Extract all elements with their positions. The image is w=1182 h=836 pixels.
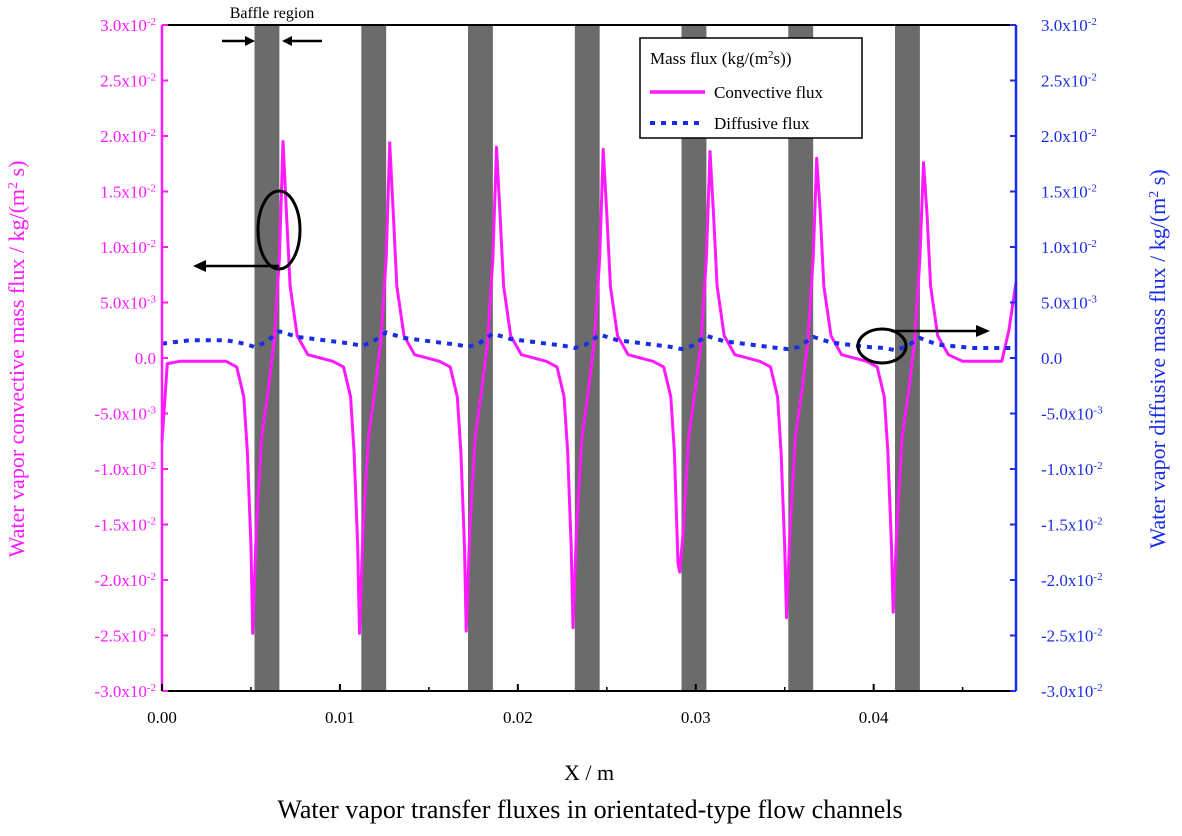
y-left-tick-label-12: -3.0x10-2 bbox=[94, 682, 156, 701]
y-left-tick-label-11: -2.5x10-2 bbox=[94, 627, 156, 646]
x-tick-label-0: 0.00 bbox=[147, 708, 177, 727]
y-right-tick-label-0: 3.0x10-2 bbox=[1041, 16, 1097, 35]
left-indicator-arrowhead bbox=[193, 260, 206, 272]
x-tick-label-2: 0.02 bbox=[503, 708, 533, 727]
y-right-tick-label-1: 2.5x10-2 bbox=[1041, 72, 1097, 91]
baffle-arrowhead-right bbox=[282, 36, 292, 46]
series-convective-line bbox=[160, 140, 1018, 635]
y-right-tick-label-4: 1.0x10-2 bbox=[1041, 238, 1097, 257]
x-tick-label-3: 0.03 bbox=[681, 708, 711, 727]
series-layer bbox=[160, 140, 1018, 635]
legend-label-diffusive: Diffusive flux bbox=[714, 114, 810, 133]
baffle-3 bbox=[468, 25, 493, 691]
y-right-tick-label-7: -5.0x10-3 bbox=[1041, 405, 1103, 424]
y-right-tick-label-12: -3.0x10-2 bbox=[1041, 682, 1103, 701]
y-right-tick-label-8: -1.0x10-2 bbox=[1041, 460, 1103, 479]
y-right-tick-label-9: -1.5x10-2 bbox=[1041, 516, 1103, 535]
chart-caption: Water vapor transfer fluxes in orientate… bbox=[277, 795, 902, 824]
baffle-2 bbox=[361, 25, 387, 691]
x-tick-label-4: 0.04 bbox=[859, 708, 889, 727]
right-axis-indicator bbox=[856, 325, 990, 365]
right-indicator-ellipse bbox=[856, 327, 908, 365]
y-right-tick-label-6: 0.0 bbox=[1041, 349, 1062, 368]
baffle-region-label: Baffle region bbox=[230, 5, 315, 22]
y-left-tick-label-6: 0.0 bbox=[135, 349, 156, 368]
y-left-tick-label-4: 1.0x10-2 bbox=[100, 238, 156, 257]
y-right-tick-label-10: -2.0x10-2 bbox=[1041, 571, 1103, 590]
baffle-region-annotation: Baffle region bbox=[222, 5, 322, 46]
y-right-tick-label-11: -2.5x10-2 bbox=[1041, 627, 1103, 646]
baffle-arrowhead-left bbox=[245, 36, 255, 46]
y-left-tick-label-9: -1.5x10-2 bbox=[94, 516, 156, 535]
y-right-tick-label-5: 5.0x10-3 bbox=[1041, 294, 1097, 313]
y-right-tick-label-2: 2.0x10-2 bbox=[1041, 127, 1097, 146]
y-left-tick-label-8: -1.0x10-2 bbox=[94, 460, 156, 479]
baffles-layer bbox=[254, 25, 920, 691]
left-indicator-ellipse bbox=[256, 189, 302, 271]
axis-ticks: 3.0x10-2 2.5x10-2 2.0x10-2 1.5x10-2 1.0x10-2… bbox=[94, 16, 1103, 727]
x-tick-label-1: 0.01 bbox=[325, 708, 355, 727]
left-axis-indicator bbox=[193, 189, 302, 272]
y-right-tick-label-3: 1.5x10-2 bbox=[1041, 183, 1097, 202]
baffle-4 bbox=[574, 25, 600, 691]
y-left-tick-label-1: 2.5x10-2 bbox=[100, 72, 156, 91]
legend-title: Mass flux (kg/(m2s)) bbox=[650, 49, 792, 68]
y-axis-right-title: Water vapor diffusive mass flux / kg/(m2… bbox=[1145, 169, 1170, 548]
series-diffusive-line bbox=[161, 329, 1016, 353]
legend-label-convective: Convective flux bbox=[714, 83, 824, 102]
y-left-tick-label-0: 3.0x10-2 bbox=[100, 16, 156, 35]
y-left-tick-label-2: 2.0x10-2 bbox=[100, 127, 156, 146]
y-left-tick-label-7: -5.0x10-3 bbox=[94, 405, 156, 424]
y-left-tick-label-10: -2.0x10-2 bbox=[94, 571, 156, 590]
legend: Mass flux (kg/(m2s)) Convective flux Dif… bbox=[639, 37, 863, 139]
x-axis-title: X / m bbox=[564, 760, 614, 785]
y-axis-left-title: Water vapor convective mass flux / kg/(m… bbox=[4, 161, 29, 558]
y-left-tick-label-3: 1.5x10-2 bbox=[100, 183, 156, 202]
y-left-tick-label-5: 5.0x10-3 bbox=[100, 294, 156, 313]
baffle-1 bbox=[254, 25, 280, 691]
right-indicator-arrowhead bbox=[976, 325, 990, 337]
